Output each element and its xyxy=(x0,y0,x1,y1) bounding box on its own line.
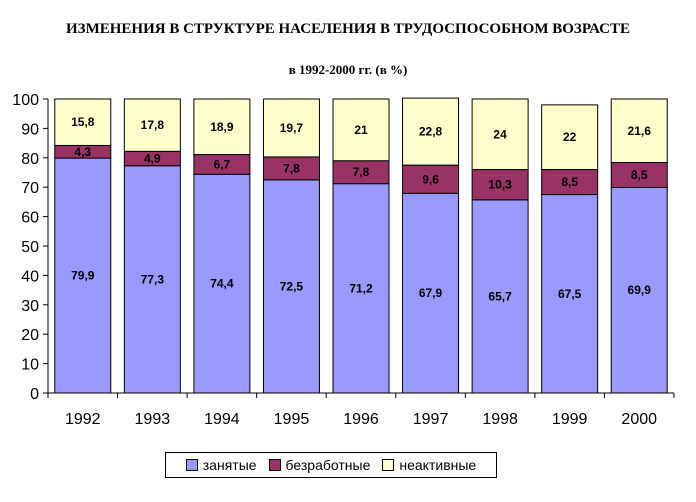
data-label: 8,5 xyxy=(561,175,578,189)
data-label: 22,8 xyxy=(419,125,443,139)
data-label: 67,9 xyxy=(419,286,443,300)
legend-label-inactive: неактивные xyxy=(399,457,477,473)
y-tick-label: 40 xyxy=(21,268,39,285)
data-label: 7,8 xyxy=(283,161,300,175)
y-tick-label: 90 xyxy=(21,121,39,138)
chart-subtitle: в 1992-2000 гг. (в %) xyxy=(288,62,408,77)
y-tick-label: 100 xyxy=(12,92,39,109)
y-tick-label: 30 xyxy=(21,298,39,315)
x-tick-label: 2000 xyxy=(621,411,657,428)
y-tick-label: 60 xyxy=(21,210,39,227)
bar-segment-inactive xyxy=(54,98,112,146)
data-label: 24 xyxy=(493,127,507,141)
bar-segment-employed xyxy=(402,192,460,394)
data-label: 7,8 xyxy=(353,165,370,179)
data-label: 9,6 xyxy=(422,172,439,186)
x-tick-label: 1994 xyxy=(204,411,240,428)
bar-segment-inactive xyxy=(610,98,668,164)
legend-item-inactive: неактивные xyxy=(382,457,476,473)
x-tick-label: 1992 xyxy=(65,411,101,428)
bar-segment-inactive xyxy=(402,97,460,166)
bar-segment-unemployed xyxy=(610,162,668,188)
bar-segment-unemployed xyxy=(541,169,599,196)
bar-segment-inactive xyxy=(332,98,390,162)
y-tick-label: 20 xyxy=(21,327,39,344)
data-label: 4,3 xyxy=(74,145,91,159)
x-tick-label: 1998 xyxy=(482,411,518,428)
legend-swatch-employed xyxy=(185,459,198,471)
data-label: 22 xyxy=(563,130,577,144)
data-label: 15,8 xyxy=(71,115,95,129)
data-label: 17,8 xyxy=(141,118,165,132)
x-tick-label: 1997 xyxy=(413,411,449,428)
bar-segment-inactive xyxy=(123,98,181,152)
bar-segment-inactive xyxy=(471,98,529,171)
bar-segment-unemployed xyxy=(471,169,529,201)
y-tick-label: 80 xyxy=(21,151,39,168)
data-label: 10,3 xyxy=(488,178,512,192)
data-label: 79,9 xyxy=(71,269,95,283)
data-label: 21,6 xyxy=(628,124,652,138)
x-tick-label: 1999 xyxy=(552,411,588,428)
bar-segment-employed xyxy=(541,194,599,394)
data-label: 74,4 xyxy=(210,277,234,291)
data-label: 69,9 xyxy=(628,283,652,297)
bar-segment-employed xyxy=(262,179,320,394)
data-label: 67,5 xyxy=(558,287,582,301)
bar-segment-inactive xyxy=(262,98,320,158)
x-tick-label: 1996 xyxy=(343,411,379,428)
data-label: 65,7 xyxy=(488,289,512,303)
legend-item-employed: занятые xyxy=(185,457,257,473)
chart-title: ИЗМЕНЕНИЯ В СТРУКТУРЕ НАСЕЛЕНИЯ В ТРУДОС… xyxy=(65,21,630,37)
bar-segment-employed xyxy=(193,173,251,394)
bar-segment-employed xyxy=(123,165,181,394)
x-tick-label: 1993 xyxy=(135,411,171,428)
data-label: 71,2 xyxy=(349,281,373,295)
bar-segment-employed xyxy=(471,199,529,394)
y-tick-label: 10 xyxy=(21,357,39,374)
legend-swatch-unemployed xyxy=(268,459,281,471)
data-label: 4,9 xyxy=(144,152,161,166)
x-tick-label: 1995 xyxy=(274,411,310,428)
data-label: 6,7 xyxy=(214,157,231,171)
data-label: 19,7 xyxy=(280,121,304,135)
legend-item-unemployed: безработные xyxy=(268,457,371,473)
data-label: 72,5 xyxy=(280,279,304,293)
y-tick-label: 50 xyxy=(21,239,39,256)
data-label: 77,3 xyxy=(141,272,165,286)
bar-segment-inactive xyxy=(193,98,251,156)
bar-segment-unemployed xyxy=(402,164,460,194)
legend: занятые безработные неактивные xyxy=(165,452,497,478)
legend-label-employed: занятые xyxy=(202,457,257,473)
data-label: 8,5 xyxy=(631,168,648,182)
bar-segment-employed xyxy=(610,186,668,394)
bar-segment-inactive xyxy=(541,104,599,171)
legend-label-unemployed: безработные xyxy=(285,457,371,473)
y-tick-label: 70 xyxy=(21,180,39,197)
legend-swatch-inactive xyxy=(382,459,395,471)
data-label: 18,9 xyxy=(210,120,234,134)
y-tick-label: 0 xyxy=(30,386,39,403)
bar-segment-employed xyxy=(54,157,112,394)
data-label: 21 xyxy=(354,123,368,137)
